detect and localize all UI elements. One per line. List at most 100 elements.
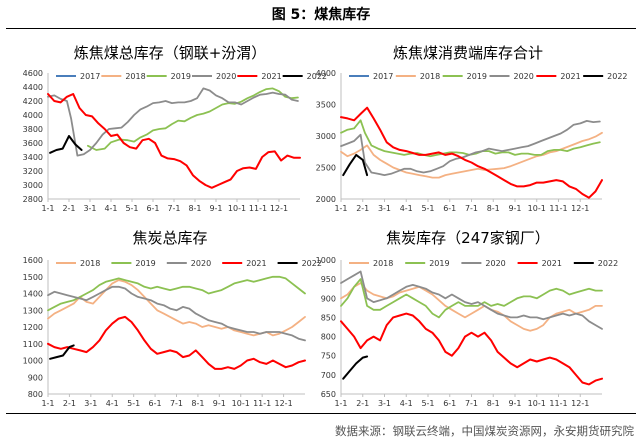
chart1-legend-label-2017: 2017 [80,72,100,81]
chart2-x-tick-label: 8-1 [487,204,500,213]
chart4-x-tick-label: 1-1 [334,399,347,408]
chart2-series-line-2022 [342,153,369,177]
chart2-y-tick-label: 2500 [316,164,336,173]
chart4-legend-label-2022: 2022 [598,259,618,268]
chart3-y-tick-label: 1200 [23,323,43,332]
chart3-y-tick-label: 1400 [23,290,43,299]
chart4-title: 焦炭库存（247家钢厂） [386,229,550,247]
chart4-legend-label-2021: 2021 [542,259,562,268]
chart4-y-tick-label: 700 [321,371,336,380]
chart2-x-tick-label: 12-1 [571,204,589,213]
chart4-y-tick-label: 1000 [316,256,336,265]
chart4-y-tick-label: 750 [321,352,336,361]
chart3-y-tick-label: 800 [28,390,43,399]
chart2-x-tick-label: 2-1 [356,204,369,213]
chart1-y-tick-label: 3200 [23,167,43,176]
chart1-legend-label-2020: 2020 [216,72,236,81]
chart1-x-tick-label: 7-1 [167,204,180,213]
chart2-legend-label-2022: 2022 [607,72,627,81]
chart3-legend-label-2022: 2022 [302,259,322,268]
chart4-x-tick-label: 2-1 [356,399,369,408]
chart3-y-tick-label: 1600 [23,256,43,265]
chart3-x-tick-label: 2-1 [63,399,76,408]
chart2-y-tick-label: 4000 [316,69,336,78]
chart2-x-tick-label: 4-1 [400,204,413,213]
chart1-x-tick-label: 5-1 [125,204,138,213]
chart2-legend-label-2021: 2021 [560,72,580,81]
chart1-x-tick-label: 8-1 [188,204,201,213]
chart1-x-tick-label: 3-1 [83,204,96,213]
chart1-y-tick-label: 3000 [23,181,43,190]
chart4-legend-label-2019: 2019 [429,259,449,268]
chart4-y-tick-label: 650 [321,390,336,399]
chart3-legend-label-2020: 2020 [191,259,211,268]
chart3-y-tick-label: 1500 [23,273,43,282]
chart3-x-tick-label: 5-1 [127,399,140,408]
chart4-y-tick-label: 950 [321,275,336,284]
chart1-legend-label-2018: 2018 [125,72,145,81]
chart2-x-tick-label: 3-1 [378,204,391,213]
chart4-x-tick-label: 3-1 [378,399,391,408]
chart1-y-tick-label: 4400 [23,83,43,92]
chart3-title: 焦炭总库存 [132,229,207,247]
chart4-series-line-2018 [340,282,603,332]
chart1-x-tick-label: 6-1 [146,204,159,213]
chart2-x-tick-label: 5-1 [421,204,434,213]
chart2-x-tick-label: 1-1 [334,204,347,213]
chart3-legend-label-2018: 2018 [80,259,100,268]
chart1-x-tick-label: 1-1 [41,204,54,213]
chart4-legend-label-2018: 2018 [373,259,393,268]
chart1-x-tick-label: 4-1 [104,204,117,213]
chart3-y-tick-label: 1300 [23,306,43,315]
chart3-x-tick-label: 10-1 [232,399,250,408]
chart1-legend-label-2022: 2022 [307,72,327,81]
figure-title: 图 5：煤焦库存 [271,7,371,23]
chart3-x-tick-label: 12-1 [275,399,293,408]
chart4-x-tick-label: 5-1 [421,399,434,408]
chart1-y-tick-label: 4200 [23,97,43,106]
source-note: 数据来源：钢联云终端，中国煤炭资源网，永安期货研究院 [335,424,634,438]
chart3-series-line-2019 [47,275,306,312]
bottom-rule [6,413,636,414]
chart1-series-line-2022 [49,135,83,154]
chart4-legend-label-2020: 2020 [485,259,505,268]
chart3-x-tick-label: 8-1 [191,399,204,408]
chart1-series-line-2020 [47,87,299,157]
chart3-series-line-2020 [47,285,306,342]
chart1-title: 炼焦煤总库存（钢联+汾渭） [74,44,267,62]
chart1-legend-label-2019: 2019 [171,72,191,81]
chart2-y-tick-label: 3000 [316,132,336,141]
chart3-x-tick-label: 4-1 [106,399,119,408]
chart2-x-tick-label: 11-1 [549,204,567,213]
chart4-x-tick-label: 11-1 [549,399,567,408]
chart1-series-line-2021 [47,93,301,189]
chart2-x-tick-label: 6-1 [443,204,456,213]
chart2-series-line-2020 [340,120,601,177]
chart1-y-tick-label: 4600 [23,69,43,78]
chart4-series-line-2021 [340,312,603,386]
chart3-legend-label-2019: 2019 [135,259,155,268]
chart2-x-tick-label: 9-1 [508,204,521,213]
chart4-x-tick-label: 6-1 [443,399,456,408]
chart3-legend-label-2021: 2021 [246,259,266,268]
chart3-x-tick-label: 9-1 [213,399,226,408]
chart3-y-tick-label: 1000 [23,357,43,366]
chart4-series-line-2019 [340,278,603,319]
chart4-y-tick-label: 900 [321,294,336,303]
chart1-x-tick-label: 11-1 [249,204,267,213]
chart4-series-line-2020 [340,270,603,330]
chart3-series-line-2021 [47,315,306,370]
chart3-x-tick-label: 3-1 [84,399,97,408]
chart4-x-tick-label: 7-1 [465,399,478,408]
chart2-title: 炼焦煤消费端库存合计 [393,44,543,62]
chart3-x-tick-label: 1-1 [41,399,54,408]
chart4-x-tick-label: 9-1 [508,399,521,408]
chart1-x-tick-label: 12-1 [270,204,288,213]
chart4-y-tick-label: 800 [321,333,336,342]
chart2-legend-label-2017: 2017 [373,72,393,81]
chart1-y-tick-label: 3400 [23,153,43,162]
chart2-legend-label-2018: 2018 [420,72,440,81]
chart2-legend-label-2020: 2020 [514,72,534,81]
chart1-series-line-2019 [87,87,299,151]
